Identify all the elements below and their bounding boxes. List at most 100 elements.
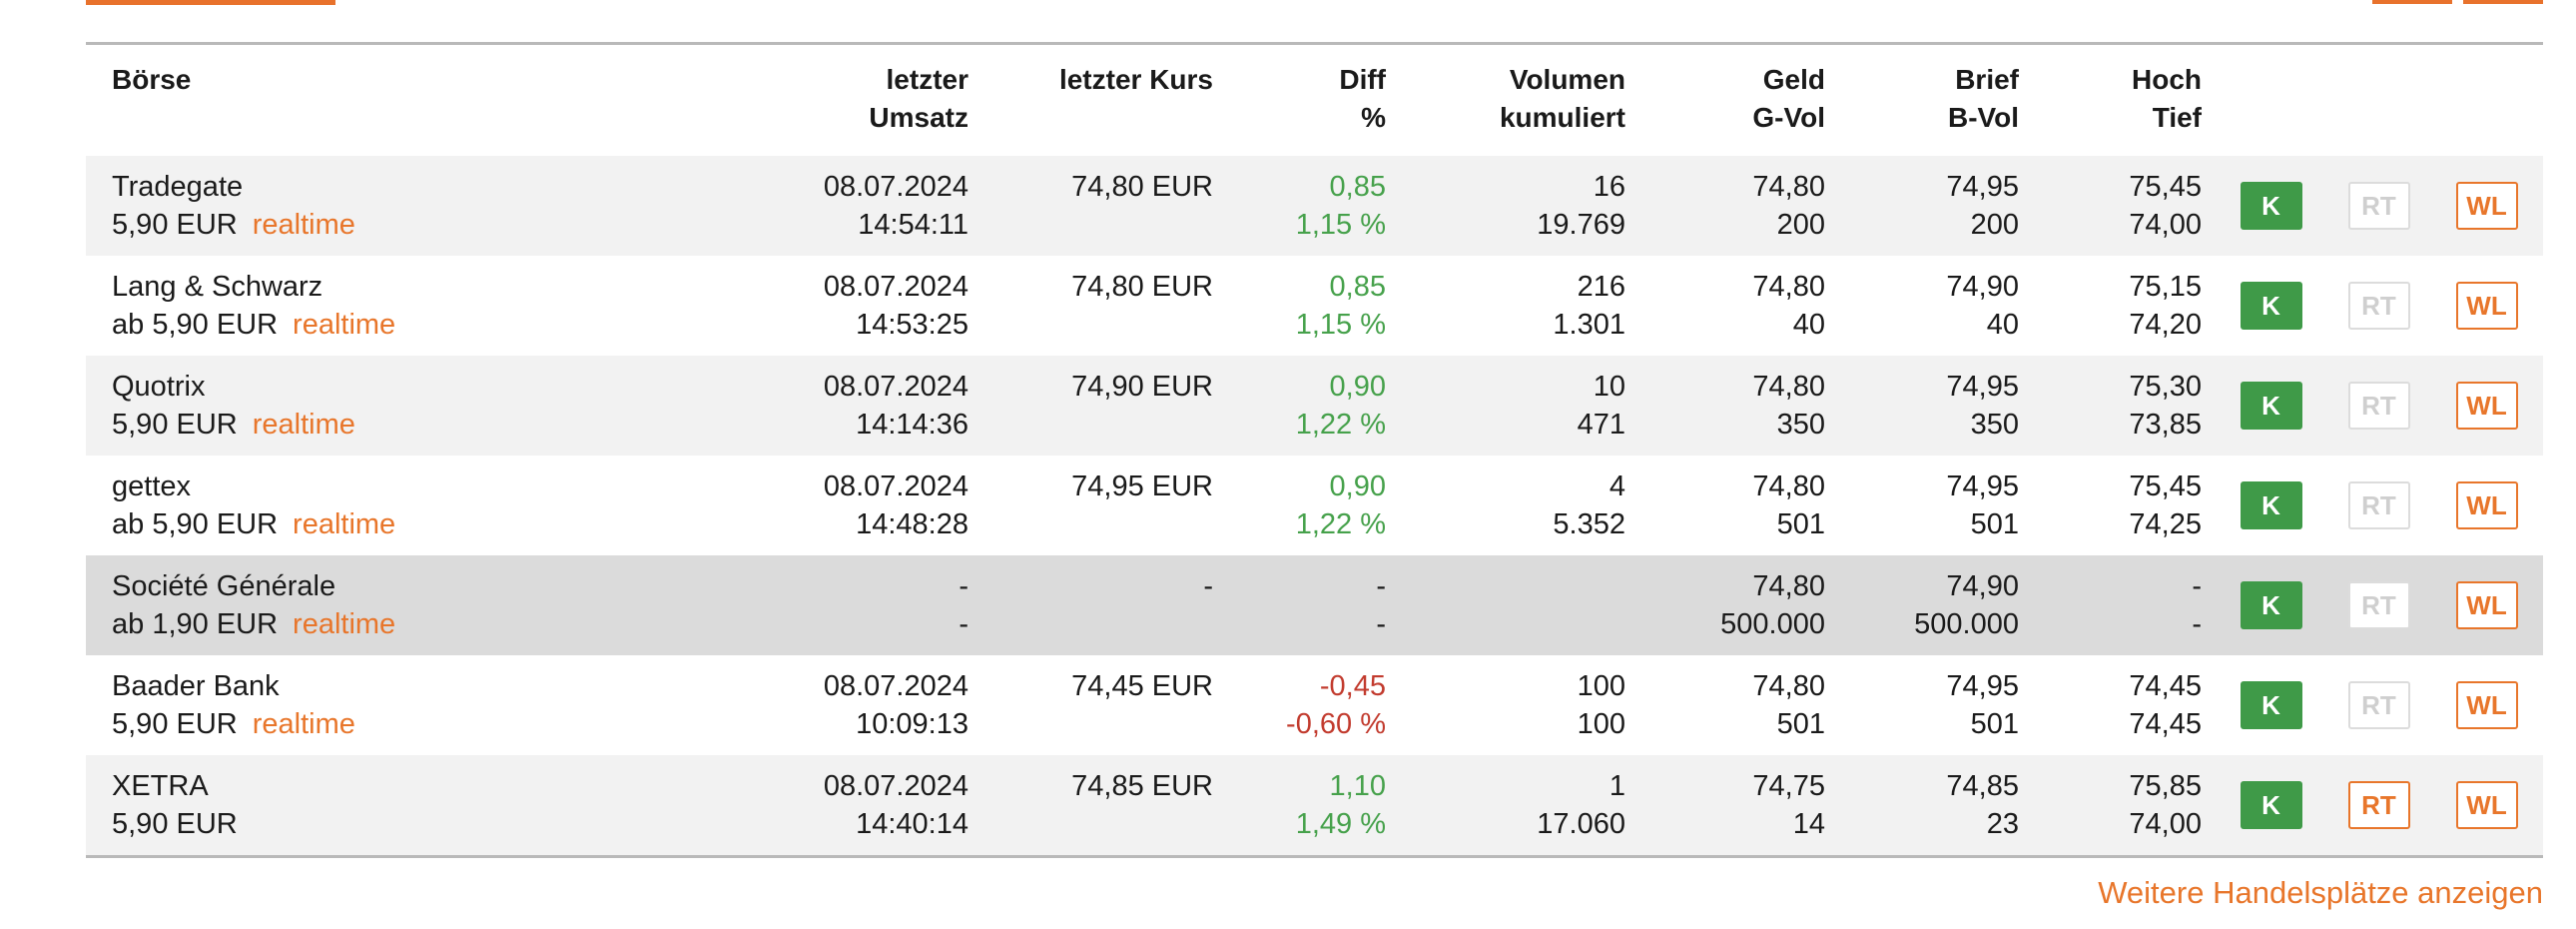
letzter-umsatz-cell: 08.07.2024 14:48:28: [645, 456, 968, 555]
hoch-value: 75,45: [2129, 470, 2202, 502]
table-row: Baader Bank 5,90 EUR realtime 08.07.2024 …: [86, 655, 2543, 755]
umsatz-time: 14:53:25: [856, 309, 968, 341]
exchange-name: Lang & Schwarz: [112, 271, 323, 303]
exchange-name: Quotrix: [112, 371, 206, 403]
letzter-umsatz-cell: - -: [645, 555, 968, 655]
volumen-cell: 100 100: [1386, 655, 1625, 755]
exchange-fee-line: 5,90 EUR: [112, 805, 645, 843]
hoch-value: 75,30: [2129, 371, 2202, 403]
column-header-hoch-tief: Hoch Tief: [2019, 46, 2202, 156]
diff-absolute: 0,85: [1329, 171, 1386, 203]
geld-volumen: 14: [1792, 808, 1825, 840]
volumen-cell: [1386, 555, 1625, 655]
geld-cell: 74,80 40: [1625, 256, 1825, 356]
volumen-cell: 10 471: [1386, 356, 1625, 456]
diff-percent: -0,60 %: [1286, 708, 1386, 740]
header-button-fragment-1: [2372, 0, 2452, 4]
buy-button[interactable]: K: [2240, 481, 2302, 529]
table-header-row: Börse letzter Umsatz letzter Kurs Diff %…: [86, 46, 2543, 156]
table-bottom-divider: [86, 855, 2543, 858]
geld-cell: 74,75 14: [1625, 755, 1825, 855]
column-header-boerse: Börse: [86, 46, 645, 156]
exchange-fee-line: ab 1,90 EUR realtime: [112, 605, 645, 643]
tief-value: 73,85: [2129, 409, 2202, 441]
table-row: XETRA 5,90 EUR 08.07.2024 14:40:14 74,85…: [86, 755, 2543, 855]
watchlist-button[interactable]: WL: [2455, 781, 2518, 829]
buy-button[interactable]: K: [2240, 581, 2302, 629]
actions-cell: K RT WL: [2202, 655, 2543, 755]
column-header-label: letzter: [886, 64, 968, 95]
column-header-label: Brief: [1955, 64, 2019, 95]
tief-value: 74,00: [2129, 209, 2202, 241]
exchange-table-body: Tradegate 5,90 EUR realtime 08.07.2024 14…: [86, 156, 2543, 855]
realtime-toggle-button[interactable]: RT: [2347, 182, 2410, 230]
hoch-tief-cell: 74,45 74,45: [2019, 655, 2202, 755]
watchlist-button[interactable]: WL: [2455, 681, 2518, 729]
letzter-kurs-cell: -: [968, 555, 1213, 655]
realtime-toggle-button[interactable]: RT: [2347, 382, 2410, 430]
realtime-toggle-button[interactable]: RT: [2347, 481, 2410, 529]
realtime-toggle-button[interactable]: RT: [2347, 781, 2410, 829]
tief-value: 74,25: [2129, 508, 2202, 540]
letzter-umsatz-cell: 08.07.2024 14:53:25: [645, 256, 968, 356]
volumen-kumuliert: [1386, 605, 1625, 643]
letzter-umsatz-cell: 08.07.2024 14:14:36: [645, 356, 968, 456]
tief-value: 74,45: [2129, 708, 2202, 740]
column-header-label: G-Vol: [1752, 102, 1825, 133]
geld-volumen: 500.000: [1720, 608, 1825, 640]
realtime-toggle-button[interactable]: RT: [2347, 681, 2410, 729]
watchlist-button[interactable]: WL: [2455, 282, 2518, 330]
column-header-volumen-kumuliert: Volumen kumuliert: [1386, 46, 1625, 156]
brief-cell: 74,85 23: [1825, 755, 2019, 855]
volumen-last: 100: [1577, 670, 1625, 702]
diff-percent: 1,49 %: [1295, 808, 1386, 840]
column-header-label: Diff: [1339, 64, 1386, 95]
table-row: Lang & Schwarz ab 5,90 EUR realtime 08.07…: [86, 256, 2543, 356]
realtime-toggle-button[interactable]: RT: [2347, 282, 2410, 330]
exchange-fee-line: ab 5,90 EUR realtime: [112, 505, 645, 543]
hoch-value: 75,85: [2129, 770, 2202, 802]
geld-cell: 74,80 350: [1625, 356, 1825, 456]
letzter-kurs-cell: 74,90 EUR: [968, 356, 1213, 456]
watchlist-button[interactable]: WL: [2455, 581, 2518, 629]
letzter-kurs-cell: 74,80 EUR: [968, 156, 1213, 256]
umsatz-date: -: [959, 570, 968, 602]
geld-kurs: 74,80: [1752, 371, 1825, 403]
column-header-label: Geld: [1762, 64, 1825, 95]
watchlist-button[interactable]: WL: [2455, 382, 2518, 430]
hoch-tief-cell: 75,15 74,20: [2019, 256, 2202, 356]
realtime-label: realtime: [252, 708, 355, 740]
brief-cell: 74,95 501: [1825, 456, 2019, 555]
table-row: Tradegate 5,90 EUR realtime 08.07.2024 14…: [86, 156, 2543, 256]
exchange-cell: Baader Bank 5,90 EUR realtime: [86, 655, 645, 755]
buy-button[interactable]: K: [2240, 182, 2302, 230]
letzter-kurs-value: 74,90 EUR: [1071, 371, 1213, 403]
column-header-letzter-kurs: letzter Kurs: [968, 46, 1213, 156]
exchange-fee: ab 1,90 EUR: [112, 608, 279, 640]
hoch-value: 75,45: [2129, 171, 2202, 203]
brief-kurs: 74,90: [1946, 271, 2019, 303]
column-header-label: letzter Kurs: [1058, 64, 1213, 95]
buy-button[interactable]: K: [2240, 282, 2302, 330]
brief-volumen: 500.000: [1914, 608, 2019, 640]
hoch-tief-cell: 75,45 74,00: [2019, 156, 2202, 256]
diff-absolute: 0,85: [1329, 271, 1386, 303]
umsatz-date: 08.07.2024: [823, 271, 968, 303]
more-trading-venues-link[interactable]: Weitere Handelsplätze anzeigen: [2098, 875, 2543, 910]
watchlist-button[interactable]: WL: [2455, 182, 2518, 230]
umsatz-time: 14:48:28: [856, 508, 968, 540]
buy-button[interactable]: K: [2240, 781, 2302, 829]
umsatz-time: 14:14:36: [856, 409, 968, 441]
buy-button[interactable]: K: [2240, 681, 2302, 729]
watchlist-button[interactable]: WL: [2455, 481, 2518, 529]
hoch-tief-cell: 75,30 73,85: [2019, 356, 2202, 456]
column-header-geld-gvol: Geld G-Vol: [1625, 46, 1825, 156]
volumen-cell: 1 17.060: [1386, 755, 1625, 855]
buy-button[interactable]: K: [2240, 382, 2302, 430]
exchange-cell: Tradegate 5,90 EUR realtime: [86, 156, 645, 256]
realtime-toggle-button[interactable]: RT: [2347, 581, 2410, 629]
brief-volumen: 350: [1970, 409, 2019, 441]
exchange-cell: Lang & Schwarz ab 5,90 EUR realtime: [86, 256, 645, 356]
volumen-kumuliert: 19.769: [1537, 209, 1625, 241]
geld-kurs: 74,80: [1752, 470, 1825, 502]
